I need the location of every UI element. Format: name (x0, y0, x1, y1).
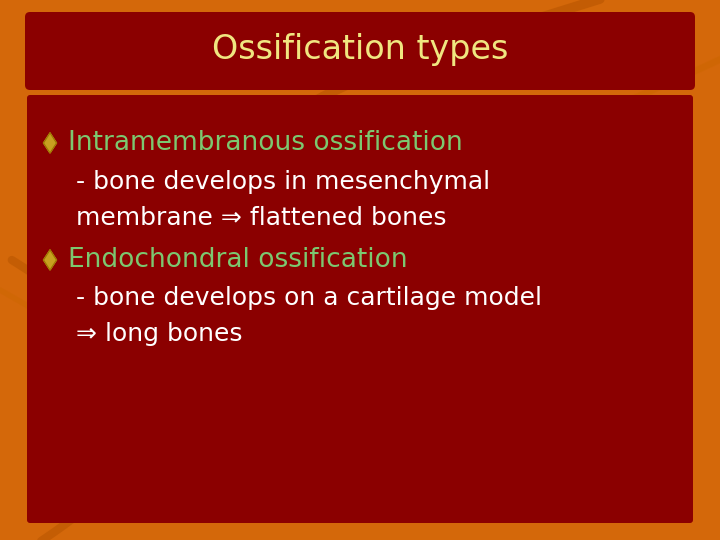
Text: - bone develops in mesenchymal: - bone develops in mesenchymal (68, 170, 490, 194)
Text: - bone develops on a cartilage model: - bone develops on a cartilage model (68, 286, 542, 310)
FancyBboxPatch shape (25, 12, 695, 90)
Text: membrane ⇒ flattened bones: membrane ⇒ flattened bones (68, 206, 446, 230)
Text: Endochondral ossification: Endochondral ossification (68, 247, 408, 273)
Text: ⇒ long bones: ⇒ long bones (68, 322, 243, 346)
Polygon shape (43, 250, 56, 270)
FancyBboxPatch shape (27, 95, 693, 523)
Polygon shape (43, 133, 56, 153)
Text: Intramembranous ossification: Intramembranous ossification (68, 130, 463, 156)
Text: Ossification types: Ossification types (212, 33, 508, 66)
